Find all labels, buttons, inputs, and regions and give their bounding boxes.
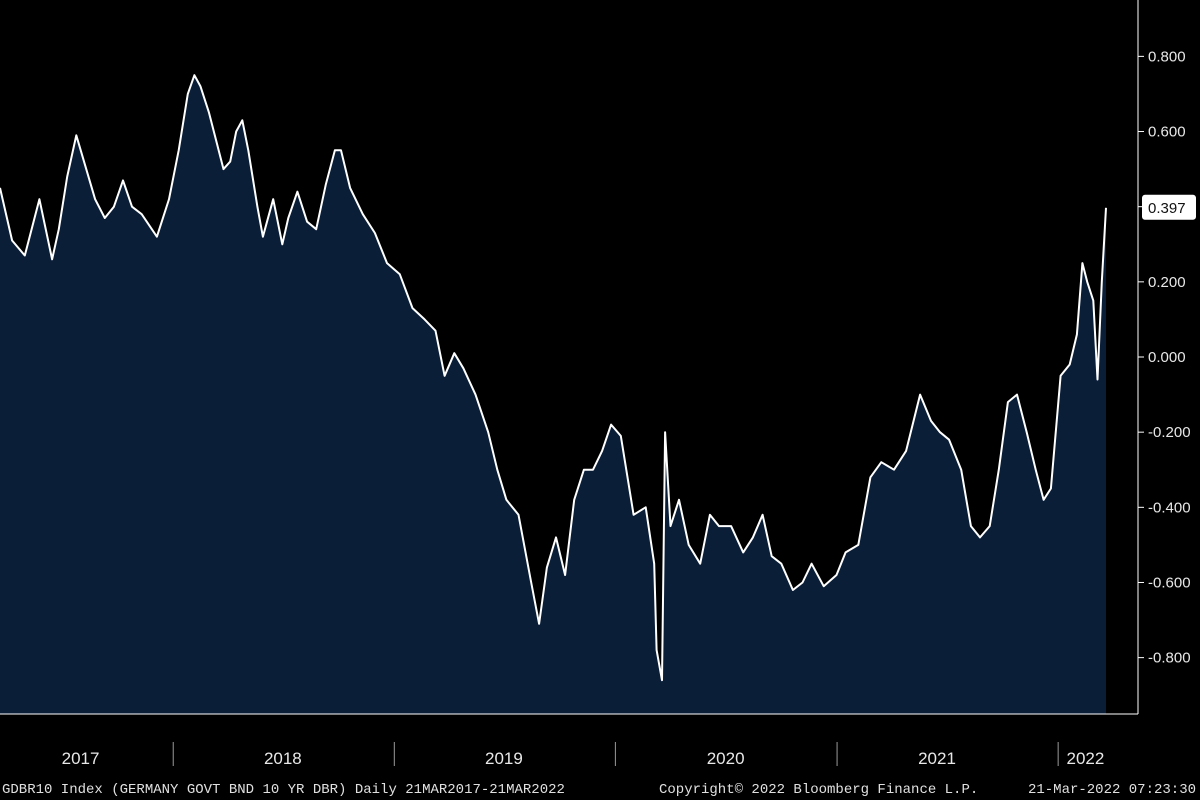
- last-value-marker: 0.397: [1142, 194, 1196, 220]
- yield-area-fill: [0, 75, 1106, 714]
- footer-copyright: Copyright© 2022 Bloomberg Finance L.P.: [659, 782, 978, 798]
- y-axis: 0.8000.6000.4000.2000.000-0.200-0.400-0.…: [1137, 0, 1191, 714]
- last-value-label: 0.397: [1148, 200, 1186, 217]
- y-tick-label: -0.800: [1148, 650, 1191, 667]
- x-tick-label: 2017: [62, 749, 100, 768]
- x-tick-label: 2019: [485, 749, 523, 768]
- y-tick-label: -0.600: [1148, 574, 1191, 591]
- y-tick-label: 0.800: [1148, 48, 1186, 65]
- footer-index-description: GDBR10 Index (GERMANY GOVT BND 10 YR DBR…: [2, 782, 565, 798]
- y-tick-label: -0.200: [1148, 424, 1191, 441]
- y-tick-label: -0.400: [1148, 499, 1191, 516]
- x-tick-label: 2018: [264, 749, 302, 768]
- footer: GDBR10 Index (GERMANY GOVT BND 10 YR DBR…: [2, 782, 1196, 798]
- y-tick-label: 0.200: [1148, 274, 1186, 291]
- x-axis: 2017 2018 2019 2020 2021 2022: [0, 713, 1138, 768]
- series-line: [0, 74, 1107, 682]
- last-value-box: [1142, 194, 1196, 220]
- y-tick-label: 0.600: [1148, 124, 1186, 141]
- x-tick-label: 2020: [707, 749, 745, 768]
- footer-timestamp: 21-Mar-2022 07:23:30: [1028, 782, 1196, 798]
- x-tick-label: 2022: [1066, 749, 1104, 768]
- y-tick-label: 0.000: [1148, 349, 1186, 366]
- x-tick-label: 2021: [918, 749, 956, 768]
- plot-area: [0, 74, 1107, 714]
